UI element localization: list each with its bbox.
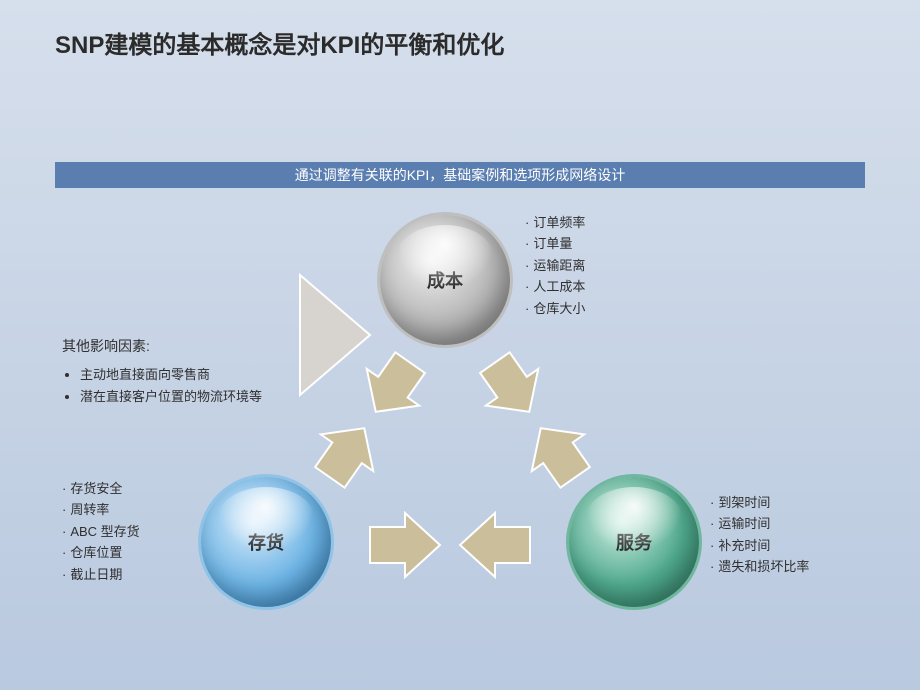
sphere-service-label: 服务 <box>616 529 652 555</box>
sphere-cost: 成本 <box>380 215 510 345</box>
other-factors-title: 其他影响因素: <box>62 335 322 358</box>
service-bullets: 到架时间 运输时间 补充时间 遗失和损坏比率 <box>710 492 809 578</box>
list-item: 潜在直接客户位置的物流环境等 <box>80 386 322 407</box>
list-item: 截止日期 <box>62 564 140 585</box>
cost-bullets: 订单频率 订单量 运输距离 人工成本 仓库大小 <box>525 212 585 319</box>
list-item: 仓库大小 <box>525 298 585 319</box>
list-item: 周转率 <box>62 499 140 520</box>
page-title: SNP建模的基本概念是对KPI的平衡和优化 <box>55 25 504 60</box>
inventory-bullets: 存货安全 周转率 ABC 型存货 仓库位置 截止日期 <box>62 478 140 585</box>
list-item: 到架时间 <box>710 492 809 513</box>
arrow-cost-service <box>445 330 625 510</box>
list-item: 运输距离 <box>525 255 585 276</box>
list-item: 订单量 <box>525 233 585 254</box>
subtitle-bar: 通过调整有关联的KPI，基础案例和选项形成网络设计 <box>55 162 865 188</box>
list-item: 存货安全 <box>62 478 140 499</box>
sphere-inventory-label: 存货 <box>248 529 284 555</box>
list-item: 运输时间 <box>710 513 809 534</box>
list-item: 仓库位置 <box>62 542 140 563</box>
list-item: ABC 型存货 <box>62 521 140 542</box>
list-item: 补充时间 <box>710 535 809 556</box>
arrow-inventory-service <box>350 500 550 590</box>
sphere-cost-label: 成本 <box>427 267 463 293</box>
other-factors: 其他影响因素: 主动地直接面向零售商 潜在直接客户位置的物流环境等 <box>62 335 322 407</box>
sphere-service: 服务 <box>569 477 699 607</box>
sphere-inventory: 存货 <box>201 477 331 607</box>
list-item: 主动地直接面向零售商 <box>80 364 322 385</box>
list-item: 人工成本 <box>525 276 585 297</box>
list-item: 订单频率 <box>525 212 585 233</box>
list-item: 遗失和损坏比率 <box>710 556 809 577</box>
